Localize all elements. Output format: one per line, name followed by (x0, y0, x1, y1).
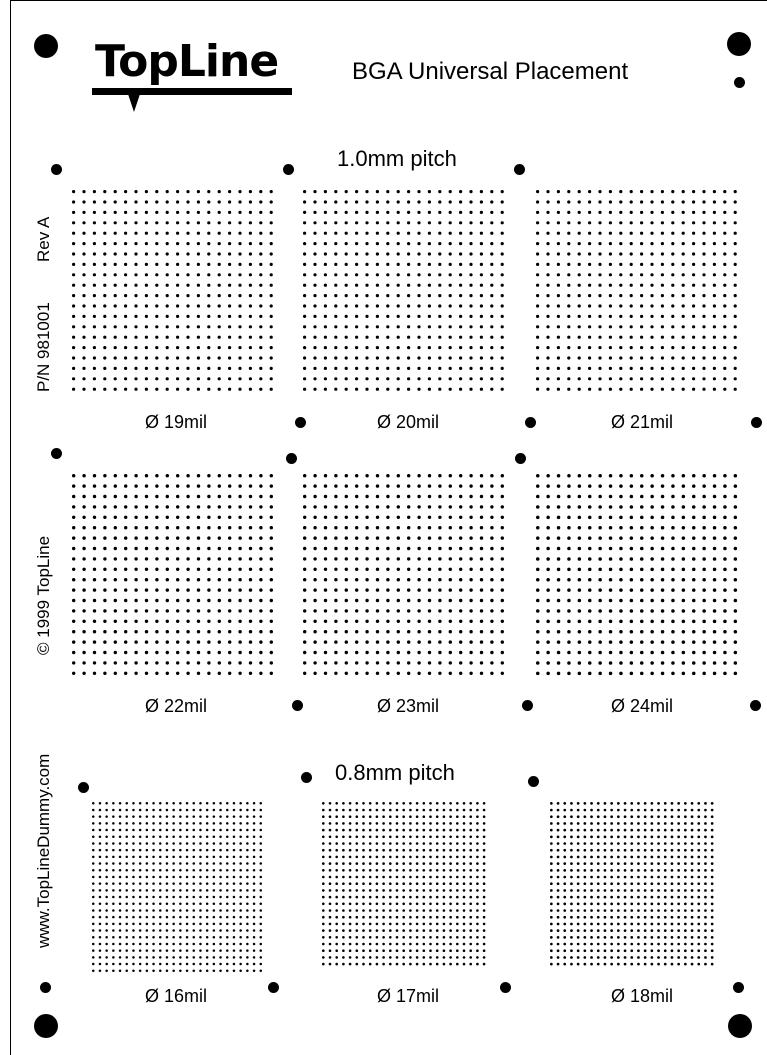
ball-size-label: Ø 24mil (610, 696, 673, 716)
ball-size-label: Ø 20mil (376, 412, 439, 432)
fiducial-small (40, 982, 51, 993)
bga-array (322, 802, 486, 966)
bga-array (303, 190, 504, 391)
fiducial-small (515, 453, 526, 464)
bga-array (550, 802, 714, 966)
fiducial-small (295, 417, 306, 428)
fiducial-small (750, 700, 761, 711)
fiducial-small (733, 982, 744, 993)
ball-size-label: Ø 22mil (144, 696, 207, 716)
rev-label: Rev A (34, 216, 53, 262)
fiducial-small (286, 453, 297, 464)
fiducial-small (268, 982, 279, 993)
fiducial-small (51, 448, 62, 459)
logo-underline (92, 88, 292, 95)
fiducial-small (525, 417, 536, 428)
fiducial-large (728, 1014, 752, 1038)
copyright-label: © 1999 TopLine (34, 535, 53, 655)
ball-size-label: Ø 23mil (376, 696, 439, 716)
ball-size-label: Ø 21mil (610, 412, 673, 432)
fiducial-small (51, 164, 62, 175)
bga-array (92, 802, 262, 972)
logo-tail (128, 94, 140, 112)
ball-size-label: Ø 16mil (144, 986, 207, 1006)
fiducial-small (734, 77, 745, 88)
pitch-label-1mm: 1.0mm pitch (337, 146, 457, 171)
fiducial-small (751, 417, 762, 428)
ball-size-label: Ø 18mil (610, 986, 673, 1006)
fiducial-small (522, 700, 533, 711)
fiducial-small (528, 776, 539, 787)
fiducial-small (78, 782, 89, 793)
fiducial-large (34, 1014, 58, 1038)
ball-size-label: Ø 17mil (376, 986, 439, 1006)
bga-array (536, 474, 738, 676)
ball-size-label: Ø 19mil (144, 412, 207, 432)
part-number-label: P/N 981001 (34, 302, 53, 392)
fiducial-small (283, 164, 294, 175)
bga-array (303, 474, 504, 675)
bga-array (72, 474, 273, 675)
fiducial-small (500, 982, 511, 993)
fiducial-small (301, 772, 312, 783)
fiducial-large (34, 34, 58, 58)
fiducial-small (514, 164, 525, 175)
bga-array (72, 190, 273, 391)
placement-board (10, 0, 767, 1055)
page-title: BGA Universal Placement (352, 58, 629, 85)
fiducial-large (727, 32, 751, 56)
website-label: www.TopLineDummy.com (34, 753, 53, 948)
topline-logo: TopLine (95, 36, 279, 87)
pitch-label-08mm: 0.8mm pitch (335, 760, 455, 785)
bga-array (536, 190, 737, 391)
fiducial-small (292, 700, 303, 711)
